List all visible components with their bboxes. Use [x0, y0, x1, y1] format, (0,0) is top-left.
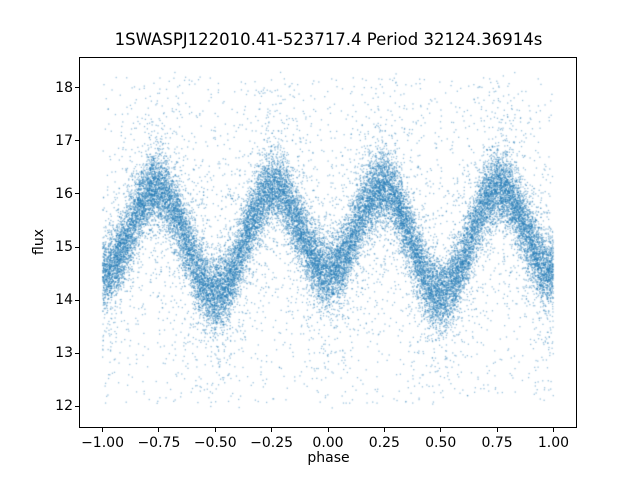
y-tick-mark	[75, 246, 79, 248]
y-tick-label: 16	[55, 185, 73, 202]
x-tick-mark	[214, 428, 216, 432]
y-tick-label: 17	[55, 132, 73, 149]
y-tick-label: 13	[55, 345, 73, 362]
x-tick-mark	[327, 428, 329, 432]
x-tick-label: 1.00	[537, 435, 570, 451]
x-tick-label: 0.50	[425, 435, 457, 451]
x-axis-label: phase	[307, 450, 350, 466]
x-tick-mark	[383, 428, 385, 432]
x-tick-mark	[271, 428, 273, 432]
y-tick-label: 12	[55, 398, 73, 415]
y-tick-label: 14	[55, 292, 73, 309]
x-tick-mark	[440, 428, 442, 432]
y-tick-mark	[75, 299, 79, 301]
x-tick-mark	[158, 428, 160, 432]
scatter-points-canvas	[80, 58, 576, 427]
chart-title: 1SWASPJ122010.41-523717.4 Period 32124.3…	[114, 30, 543, 49]
y-tick-mark	[75, 405, 79, 407]
y-tick-mark	[75, 87, 79, 89]
y-tick-label: 15	[55, 239, 73, 255]
x-tick-label: 0.00	[312, 435, 344, 451]
x-tick-mark	[552, 428, 554, 432]
x-tick-label: 0.75	[481, 435, 513, 451]
y-tick-mark	[75, 193, 79, 195]
y-tick-label: 18	[55, 79, 73, 96]
x-tick-label: −0.25	[250, 435, 294, 451]
y-tick-mark	[75, 140, 79, 142]
y-tick-mark	[75, 352, 79, 354]
x-tick-label: −1.00	[81, 435, 124, 451]
x-tick-mark	[496, 428, 498, 432]
x-tick-label: 0.25	[368, 435, 400, 451]
x-tick-label: −0.75	[137, 435, 181, 451]
x-tick-mark	[102, 428, 104, 432]
plot-area	[79, 57, 577, 428]
x-tick-label: −0.50	[193, 435, 237, 451]
